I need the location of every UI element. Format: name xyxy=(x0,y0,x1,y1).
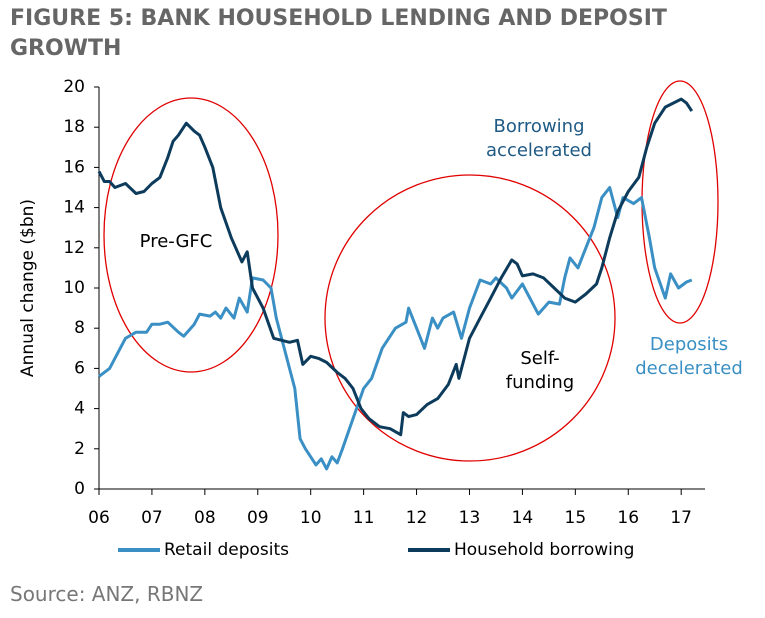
y-tick-label: 14 xyxy=(63,198,85,218)
annotation: accelerated xyxy=(486,140,592,161)
series-line xyxy=(98,186,693,471)
annotation: Self- xyxy=(520,348,559,369)
x-tick-label: 14 xyxy=(512,508,534,528)
annotation: decelerated xyxy=(635,358,743,379)
annotation: Borrowing xyxy=(493,116,584,137)
legend-label: Retail deposits xyxy=(164,540,289,560)
y-tick-label: 20 xyxy=(63,77,85,97)
y-tick-label: 6 xyxy=(74,358,85,378)
y-axis-label: Annual change ($bn) xyxy=(18,199,38,377)
chart-title: FIGURE 5: BANK HOUSEHOLD LENDING AND DEP… xyxy=(10,6,667,61)
x-tick-label: 06 xyxy=(88,508,110,528)
y-tick-label: 0 xyxy=(74,479,85,499)
x-tick-label: 11 xyxy=(353,508,375,528)
y-tick-label: 12 xyxy=(63,238,85,258)
y-tick-label: 18 xyxy=(63,117,85,137)
x-tick-label: 09 xyxy=(247,508,269,528)
y-tick-label: 10 xyxy=(63,278,85,298)
annotation: Deposits xyxy=(650,334,728,355)
x-tick-label: 13 xyxy=(459,508,481,528)
y-tick-label: 16 xyxy=(63,157,85,177)
x-tick-label: 17 xyxy=(670,508,692,528)
annotation: Pre-GFC xyxy=(140,231,213,252)
highlight-ellipse xyxy=(324,174,616,462)
x-tick-label: 16 xyxy=(617,508,639,528)
source-note: Source: ANZ, RBNZ xyxy=(10,582,204,606)
legend-label: Household borrowing xyxy=(454,540,634,560)
x-tick-label: 10 xyxy=(300,508,322,528)
annotation: funding xyxy=(506,372,574,393)
x-tick-label: 08 xyxy=(194,508,216,528)
highlight-ellipse xyxy=(103,97,279,373)
x-tick-label: 12 xyxy=(406,508,428,528)
y-tick-label: 2 xyxy=(74,439,85,459)
series-line xyxy=(97,97,694,437)
y-tick-label: 4 xyxy=(74,399,85,419)
y-tick-label: 8 xyxy=(74,318,85,338)
x-tick-label: 15 xyxy=(565,508,587,528)
x-tick-label: 07 xyxy=(141,508,163,528)
